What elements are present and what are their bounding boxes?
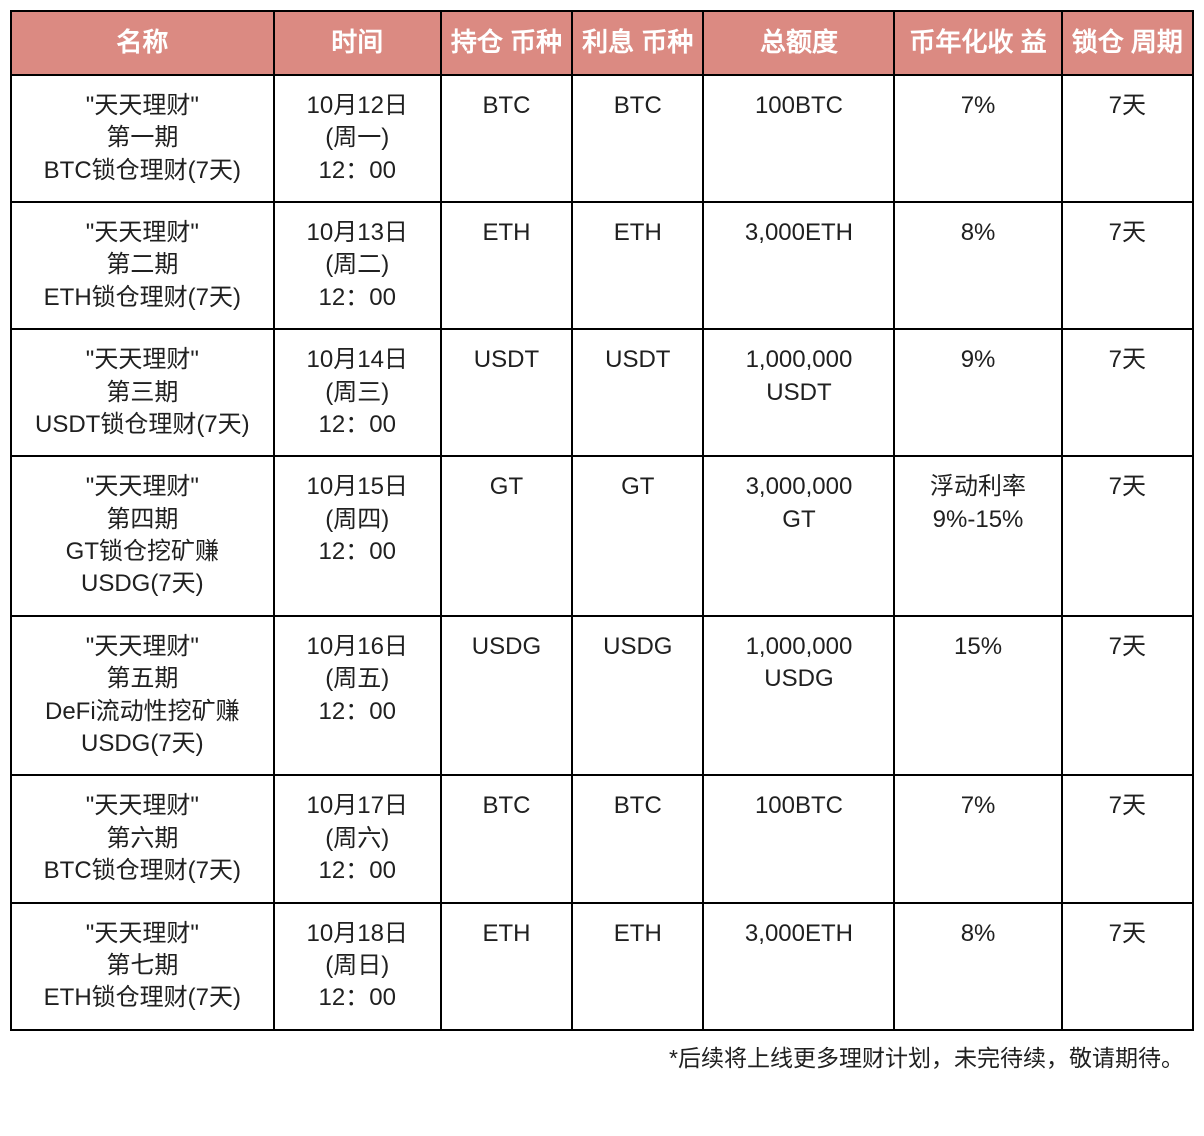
cell-apy: 浮动利率 9%-15%: [894, 456, 1061, 616]
cell-int: BTC: [572, 775, 703, 902]
cell-lock: 7天: [1062, 775, 1193, 902]
col-header-lock: 锁仓 周期: [1062, 11, 1193, 75]
cell-int: USDT: [572, 329, 703, 456]
cell-time: 10月14日 (周三) 12：00: [274, 329, 441, 456]
cell-name: "天天理财" 第四期 GT锁仓挖矿赚 USDG(7天): [11, 456, 274, 616]
cell-int: ETH: [572, 202, 703, 329]
cell-time: 10月15日 (周四) 12：00: [274, 456, 441, 616]
cell-hold: BTC: [441, 75, 572, 202]
cell-quota: 100BTC: [703, 75, 894, 202]
cell-name: "天天理财" 第六期 BTC锁仓理财(7天): [11, 775, 274, 902]
cell-lock: 7天: [1062, 456, 1193, 616]
cell-quota: 1,000,000 USDG: [703, 616, 894, 776]
cell-int: BTC: [572, 75, 703, 202]
cell-quota: 3,000ETH: [703, 903, 894, 1030]
cell-name: "天天理财" 第七期 ETH锁仓理财(7天): [11, 903, 274, 1030]
cell-lock: 7天: [1062, 329, 1193, 456]
cell-quota: 1,000,000 USDT: [703, 329, 894, 456]
cell-lock: 7天: [1062, 903, 1193, 1030]
table-row: "天天理财" 第五期 DeFi流动性挖矿赚 USDG(7天)10月16日 (周五…: [11, 616, 1193, 776]
cell-hold: ETH: [441, 202, 572, 329]
col-header-time: 时间: [274, 11, 441, 75]
cell-time: 10月16日 (周五) 12：00: [274, 616, 441, 776]
finance-table: 名称 时间 持仓 币种 利息 币种 总额度 币年化收 益 锁仓 周期 "天天理财…: [10, 10, 1194, 1031]
cell-hold: USDT: [441, 329, 572, 456]
cell-int: USDG: [572, 616, 703, 776]
cell-apy: 8%: [894, 202, 1061, 329]
cell-hold: BTC: [441, 775, 572, 902]
cell-hold: USDG: [441, 616, 572, 776]
cell-name: "天天理财" 第二期 ETH锁仓理财(7天): [11, 202, 274, 329]
cell-time: 10月13日 (周二) 12：00: [274, 202, 441, 329]
cell-time: 10月18日 (周日) 12：00: [274, 903, 441, 1030]
cell-apy: 7%: [894, 75, 1061, 202]
cell-hold: GT: [441, 456, 572, 616]
col-header-quota: 总额度: [703, 11, 894, 75]
cell-hold: ETH: [441, 903, 572, 1030]
col-header-apy: 币年化收 益: [894, 11, 1061, 75]
cell-quota: 100BTC: [703, 775, 894, 902]
col-header-int: 利息 币种: [572, 11, 703, 75]
cell-name: "天天理财" 第五期 DeFi流动性挖矿赚 USDG(7天): [11, 616, 274, 776]
cell-lock: 7天: [1062, 616, 1193, 776]
cell-quota: 3,000ETH: [703, 202, 894, 329]
table-row: "天天理财" 第三期 USDT锁仓理财(7天)10月14日 (周三) 12：00…: [11, 329, 1193, 456]
col-header-hold: 持仓 币种: [441, 11, 572, 75]
cell-apy: 8%: [894, 903, 1061, 1030]
cell-name: "天天理财" 第一期 BTC锁仓理财(7天): [11, 75, 274, 202]
cell-apy: 15%: [894, 616, 1061, 776]
table-header-row: 名称 时间 持仓 币种 利息 币种 总额度 币年化收 益 锁仓 周期: [11, 11, 1193, 75]
cell-time: 10月17日 (周六) 12：00: [274, 775, 441, 902]
table-row: "天天理财" 第四期 GT锁仓挖矿赚 USDG(7天)10月15日 (周四) 1…: [11, 456, 1193, 616]
table-row: "天天理财" 第二期 ETH锁仓理财(7天)10月13日 (周二) 12：00E…: [11, 202, 1193, 329]
cell-quota: 3,000,000 GT: [703, 456, 894, 616]
table-body: "天天理财" 第一期 BTC锁仓理财(7天)10月12日 (周一) 12：00B…: [11, 75, 1193, 1030]
table-row: "天天理财" 第一期 BTC锁仓理财(7天)10月12日 (周一) 12：00B…: [11, 75, 1193, 202]
cell-lock: 7天: [1062, 202, 1193, 329]
cell-time: 10月12日 (周一) 12：00: [274, 75, 441, 202]
table-header: 名称 时间 持仓 币种 利息 币种 总额度 币年化收 益 锁仓 周期: [11, 11, 1193, 75]
cell-int: ETH: [572, 903, 703, 1030]
table-row: "天天理财" 第六期 BTC锁仓理财(7天)10月17日 (周六) 12：00B…: [11, 775, 1193, 902]
cell-name: "天天理财" 第三期 USDT锁仓理财(7天): [11, 329, 274, 456]
table-row: "天天理财" 第七期 ETH锁仓理财(7天)10月18日 (周日) 12：00E…: [11, 903, 1193, 1030]
footnote-text: *后续将上线更多理财计划，未完待续，敬请期待。: [10, 1039, 1194, 1073]
col-header-name: 名称: [11, 11, 274, 75]
cell-apy: 9%: [894, 329, 1061, 456]
cell-lock: 7天: [1062, 75, 1193, 202]
cell-apy: 7%: [894, 775, 1061, 902]
cell-int: GT: [572, 456, 703, 616]
